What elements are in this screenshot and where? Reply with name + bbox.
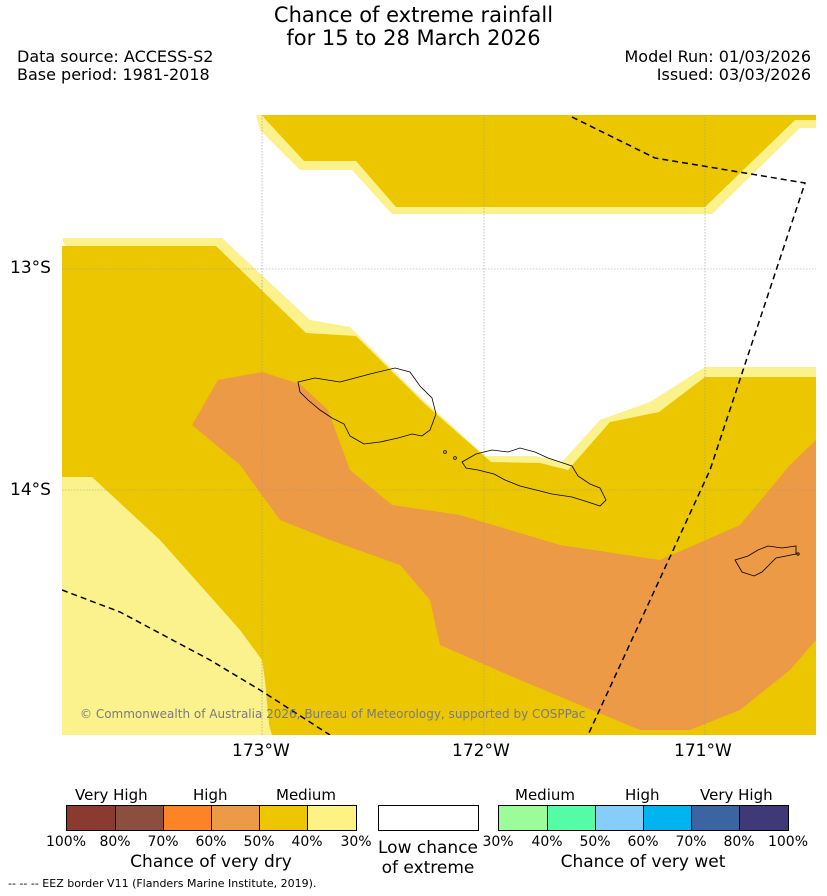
aunuu-islet: [796, 552, 800, 556]
legend-dry-tick: 70%: [147, 834, 179, 850]
eez-footnote: -- -- -- EEZ border V11 (Flanders Marine…: [8, 877, 317, 890]
forecast-map: [62, 115, 816, 735]
base-period: Base period: 1981-2018: [17, 65, 210, 84]
lon-label-171w: 171°W: [674, 741, 732, 761]
eez-border-west: [62, 589, 331, 735]
title-line-2: for 15 to 28 March 2026: [286, 26, 541, 50]
legend-dry-header-medium: Medium: [276, 786, 336, 804]
legend-dry-tick: 100%: [45, 834, 87, 850]
legend-dry-swatch-5: [259, 805, 308, 831]
legend-neutral-caption-line-1: Low chance: [378, 838, 478, 858]
legend-wet-tick: 70%: [675, 834, 707, 850]
legend-wet-swatch-6: [739, 805, 789, 831]
apolima-islet: [453, 456, 457, 460]
legend-wet-caption: Chance of very wet: [560, 852, 726, 872]
data-source: Data source: ACCESS-S2: [17, 47, 214, 66]
legend-wet-swatch-1: [498, 805, 548, 831]
source-info: Data source: ACCESS-S2 Base period: 1981…: [17, 48, 213, 84]
legend-wet-swatch-3: [595, 805, 644, 831]
legend-wet-tick: 100%: [767, 834, 809, 850]
tutuila-island: [734, 545, 797, 577]
legend-dry-tick: 30%: [340, 834, 372, 850]
title-line-1: Chance of extreme rainfall: [273, 3, 554, 27]
legend-neutral-swatch: [378, 805, 479, 831]
legend-wet-swatch-5: [691, 805, 740, 831]
legend-wet-header-high: High: [625, 786, 660, 804]
high-dry-region: [192, 372, 816, 730]
run-info: Model Run: 01/03/2026 Issued: 03/03/2026: [625, 48, 812, 84]
legend-wet-tick: 40%: [531, 834, 563, 850]
legend-wet-header-medium: Medium: [515, 786, 575, 804]
lon-label-172w: 172°W: [452, 741, 510, 761]
manono-islet: [443, 450, 447, 454]
legend-dry-tick: 50%: [243, 834, 275, 850]
graticule: [62, 115, 816, 735]
lon-label-173w: 173°W: [232, 741, 290, 761]
issued-date: Issued: 03/03/2026: [656, 65, 811, 84]
legend-dry-tick: 80%: [99, 834, 131, 850]
lat-label-14s: 14°S: [10, 480, 51, 500]
land-outline: [297, 367, 800, 577]
eez-border: [62, 116, 806, 735]
legend-wet-tick: 80%: [723, 834, 755, 850]
savaii-island: [297, 367, 437, 445]
chart-title: Chance of extreme rainfall for 15 to 28 …: [0, 4, 827, 50]
legend-wet-swatch-2: [547, 805, 596, 831]
legend-dry-swatch-6: [307, 805, 357, 831]
eez-border-east: [571, 116, 806, 735]
legend-neutral-caption: Low chance of extreme: [368, 838, 488, 878]
legend-dry-swatch-1: [66, 805, 116, 831]
legend-wet-tick: 50%: [579, 834, 611, 850]
upolu-island: [461, 447, 607, 507]
legend-dry-swatch-4: [211, 805, 260, 831]
legend-dry-caption: Chance of very dry: [130, 852, 292, 872]
legend-dry-swatch-3: [163, 805, 212, 831]
legend-dry-tick: 40%: [291, 834, 323, 850]
medium-dry-region-top: [262, 115, 816, 207]
legend-wet-header-very-high: Very High: [700, 786, 773, 804]
medium-dry-edge-bottom: [210, 660, 272, 735]
legend-wet-swatch-4: [643, 805, 692, 831]
legend-dry-header-very-high: Very High: [75, 786, 148, 804]
model-run: Model Run: 01/03/2026: [624, 47, 812, 66]
copyright-notice: © Commonwealth of Australia 2026, Bureau…: [80, 707, 586, 721]
legend-dry-tick: 60%: [195, 834, 227, 850]
legend-wet-tick: 60%: [627, 834, 659, 850]
legend-wet-tick: 30%: [482, 834, 514, 850]
legend-dry-swatch-2: [115, 805, 164, 831]
legend-dry-header-high: High: [193, 786, 228, 804]
lat-label-13s: 13°S: [10, 258, 51, 278]
legend-neutral-caption-line-2: of extreme: [381, 858, 475, 878]
